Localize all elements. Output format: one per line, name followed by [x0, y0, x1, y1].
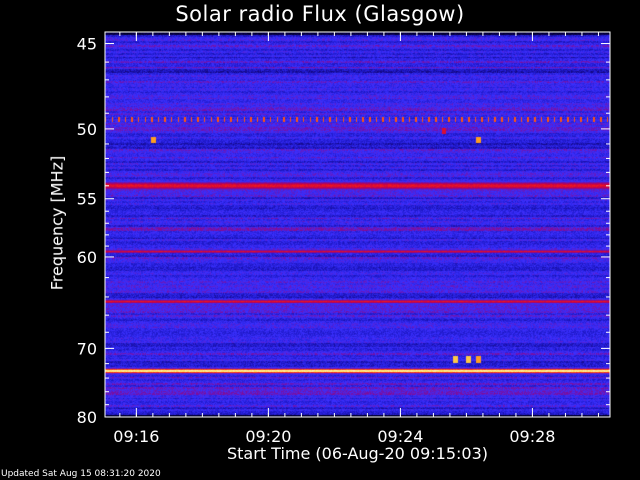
x-tick-label: 09:28: [509, 427, 555, 446]
chart-title: Solar radio Flux (Glasgow): [175, 2, 465, 26]
x-tick-label: 09:24: [377, 427, 423, 446]
y-tick-label: 70: [77, 339, 97, 358]
y-tick-label: 55: [77, 190, 97, 209]
y-tick-label: 80: [77, 408, 97, 427]
x-tick-label: 09:20: [245, 427, 291, 446]
plot-frame: [104, 31, 611, 418]
y-tick-label: 45: [77, 35, 97, 54]
y-tick-label: 60: [77, 248, 97, 267]
x-axis-label: Start Time (06-Aug-20 09:15:03): [227, 444, 488, 463]
update-timestamp: Updated Sat Aug 15 08:31:20 2020: [1, 469, 161, 479]
x-tick-label: 09:16: [113, 427, 159, 446]
y-tick-label: 50: [77, 120, 97, 139]
